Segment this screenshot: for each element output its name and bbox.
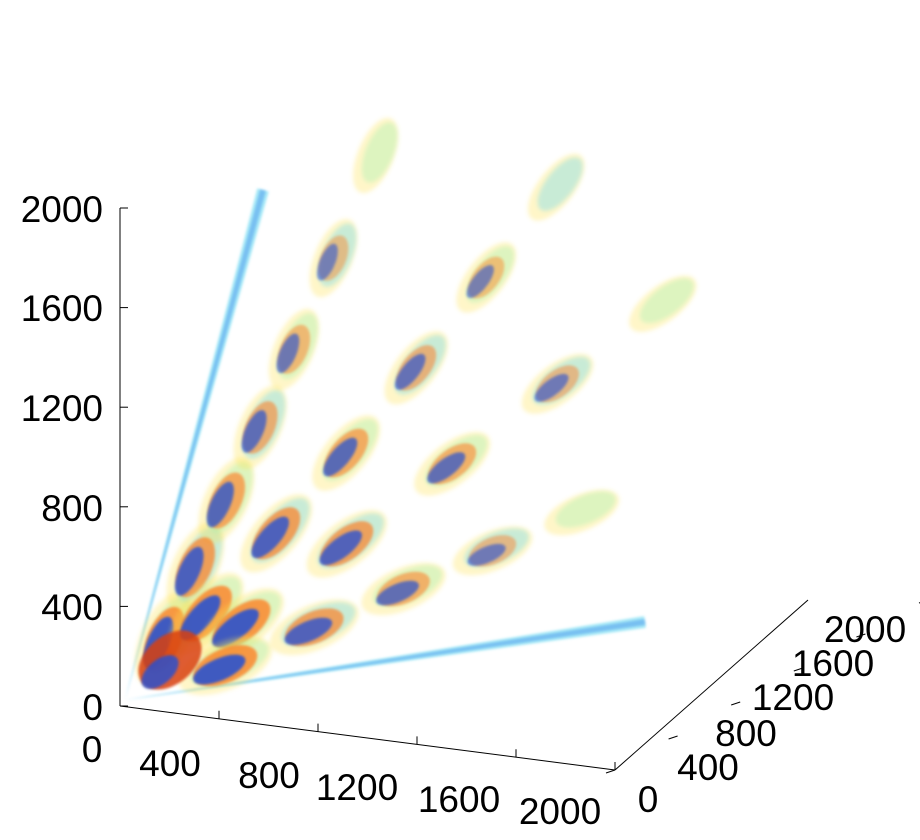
isosurface-core — [180, 595, 221, 640]
y-tick-labels: 0 400 800 1200 1600 2000 — [638, 609, 906, 820]
z-tick-label: 2000 — [21, 189, 103, 230]
y-tick-label: 400 — [677, 747, 739, 788]
isosurface-core — [141, 655, 179, 689]
z-tick-label: 1200 — [21, 388, 103, 429]
isosurface-core — [427, 452, 466, 484]
isosurface-core — [212, 608, 259, 647]
isosurface-core — [319, 530, 362, 566]
isosurface-core — [316, 243, 338, 281]
isosurface-core — [175, 546, 204, 596]
axes — [119, 207, 920, 774]
z-tick-labels: 0 400 800 1200 1600 2000 — [21, 189, 103, 728]
isosurface-core — [376, 580, 419, 606]
tick-mark — [731, 701, 741, 706]
isosurface-core — [323, 437, 358, 477]
tick-mark — [793, 667, 803, 672]
isosurface-core — [276, 333, 300, 374]
isosurface-core — [193, 654, 246, 685]
x-tick-label: 0 — [82, 729, 103, 770]
y-tick-label: 0 — [638, 779, 659, 820]
isosurface-shell — [361, 122, 398, 183]
x-tick-labels: 0 400 800 1200 1600 2000 — [82, 729, 601, 832]
y-tick-label: 1200 — [752, 677, 834, 718]
tick-mark — [668, 735, 678, 740]
isosurface-blobs — [125, 117, 697, 700]
tick-mark — [605, 769, 616, 774]
isosurface-sheet — [125, 188, 269, 700]
isosurface-core — [394, 353, 426, 390]
x-tick-label: 1600 — [418, 779, 500, 820]
isosurface-core — [466, 264, 494, 299]
isosurface-core — [534, 373, 569, 402]
z-tick-label: 1600 — [21, 288, 103, 329]
isosurface-shell — [555, 491, 616, 528]
y-tick-label: 800 — [715, 713, 777, 754]
x-tick-label: 800 — [238, 755, 300, 796]
isosurface-core — [241, 410, 267, 453]
isosurface-sheet — [125, 189, 266, 700]
x-tick-label: 400 — [139, 743, 201, 784]
isosurface-sheet — [125, 619, 646, 700]
tick-marks — [119, 207, 920, 774]
isosurface-core — [251, 516, 289, 559]
y-tick-label: 1600 — [792, 643, 874, 684]
isosurface-core — [284, 617, 333, 645]
x-axis-line — [119, 705, 616, 771]
tick-mark — [856, 633, 866, 638]
y-tick-label: 2000 — [824, 609, 906, 650]
z-tick-label: 400 — [41, 587, 103, 628]
isosurface-sheet — [125, 616, 646, 700]
isosurface-shell — [537, 157, 583, 211]
isosurface-core — [467, 543, 506, 566]
isosurface-core — [206, 481, 234, 528]
y-axis-line — [614, 599, 809, 771]
isosurface-shell — [639, 278, 694, 324]
x-tick-label: 1200 — [316, 767, 398, 808]
z-tick-label: 0 — [82, 687, 103, 728]
z-tick-label: 800 — [41, 488, 103, 529]
x-tick-label: 2000 — [519, 791, 601, 832]
